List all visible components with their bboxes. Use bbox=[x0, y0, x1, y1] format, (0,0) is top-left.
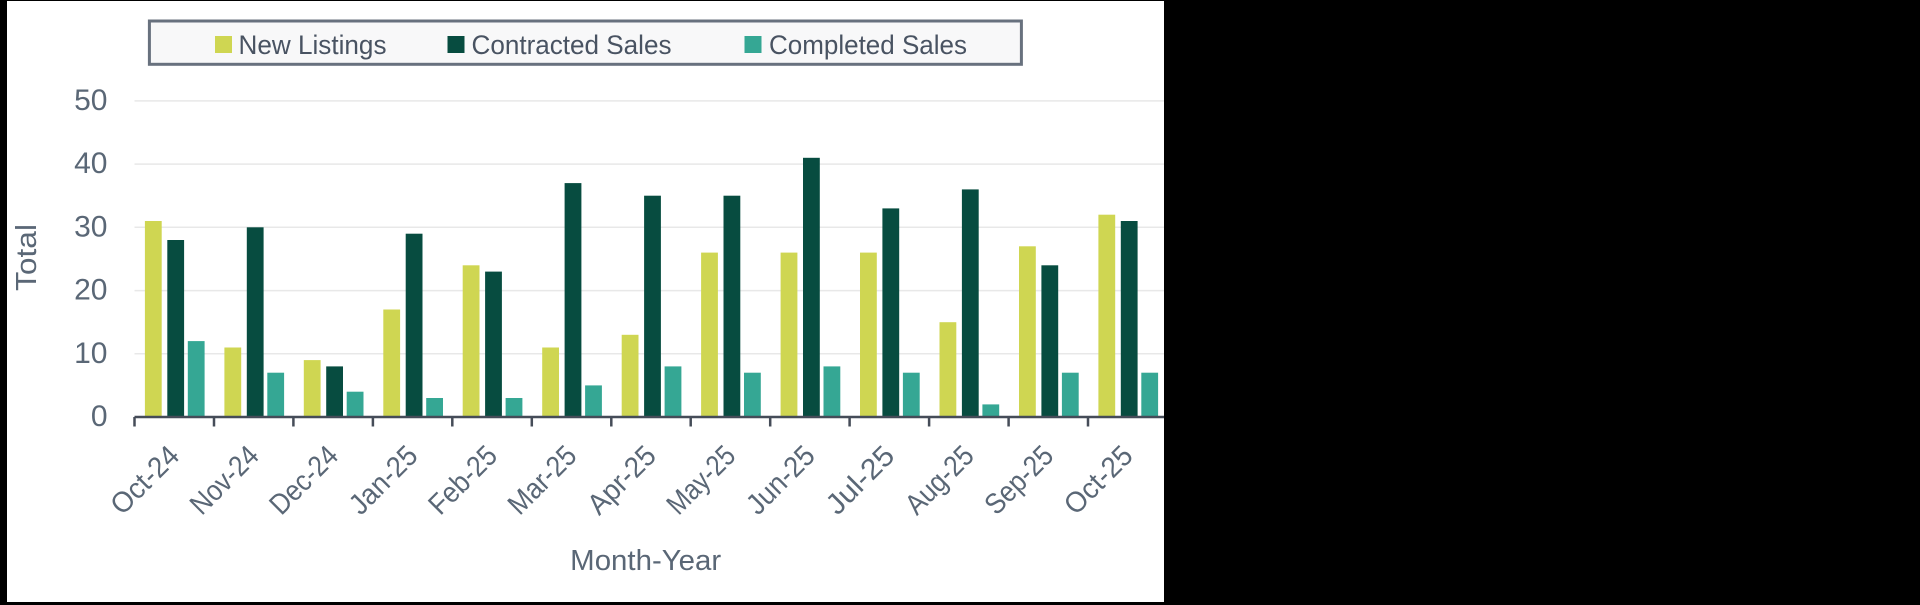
svg-text:New Listings: New Listings bbox=[239, 30, 387, 60]
svg-text:Contracted Sales: Contracted Sales bbox=[472, 30, 672, 60]
svg-text:10: 10 bbox=[74, 337, 107, 370]
svg-text:20: 20 bbox=[74, 274, 107, 307]
svg-text:Completed Sales: Completed Sales bbox=[769, 30, 967, 60]
svg-text:50: 50 bbox=[74, 84, 107, 117]
svg-text:Month-Year: Month-Year bbox=[570, 545, 721, 577]
svg-text:30: 30 bbox=[74, 210, 107, 243]
svg-text:Total: Total bbox=[11, 224, 43, 291]
svg-text:40: 40 bbox=[74, 147, 107, 180]
svg-text:0: 0 bbox=[91, 400, 108, 433]
